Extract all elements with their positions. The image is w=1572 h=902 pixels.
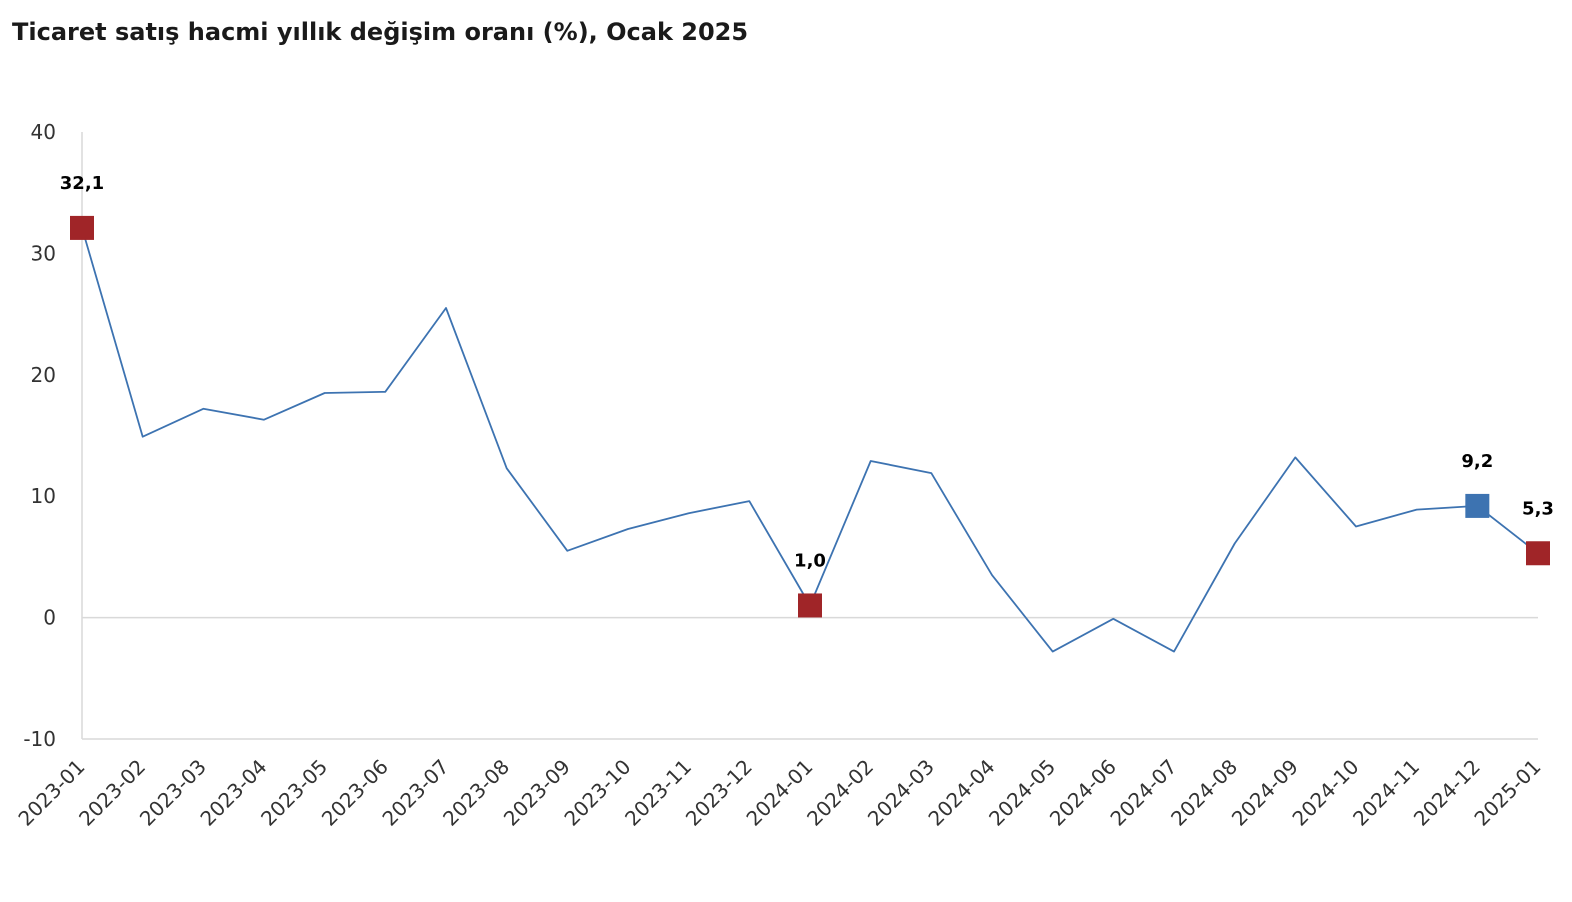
data-label: 5,3: [1522, 498, 1554, 519]
x-tick-label: 2024-11: [1348, 755, 1424, 831]
highlight-marker: [798, 593, 822, 618]
y-tick-label: 30: [31, 241, 56, 265]
data-label: 32,1: [60, 173, 104, 194]
x-tick-label: 2023-10: [559, 755, 635, 831]
x-tick-label: 2024-04: [923, 755, 999, 831]
series-line: [81, 227, 1539, 653]
chart-title: Ticaret satış hacmi yıllık değişim oranı…: [12, 18, 749, 46]
x-tick-label: 2023-05: [256, 755, 332, 831]
x-tick-label: 2023-12: [681, 755, 757, 831]
highlight-marker: [70, 215, 94, 240]
x-tick-label: 2023-04: [195, 755, 271, 831]
highlight-marker: [1526, 541, 1550, 566]
x-tick-label: 2023-09: [499, 755, 575, 831]
x-tick-label: 2023-08: [438, 755, 514, 831]
x-tick-label: 2023-06: [317, 755, 393, 831]
x-tick-label: 2025-01: [1469, 755, 1545, 831]
x-tick-label: 2023-02: [74, 755, 150, 831]
y-tick-label: 20: [31, 363, 56, 387]
x-tick-label: 2024-12: [1409, 755, 1485, 831]
x-tick-label: 2024-07: [1105, 755, 1181, 831]
data-label: 1,0: [794, 550, 826, 571]
x-tick-label: 2024-03: [863, 755, 939, 831]
y-tick-label: -10: [23, 727, 56, 751]
x-tick-label: 2024-02: [802, 755, 878, 831]
y-tick-label: 0: [43, 606, 56, 630]
y-tick-label: 10: [31, 484, 56, 508]
x-tick-label: 2023-11: [620, 755, 696, 831]
y-tick-label: 40: [31, 120, 56, 144]
x-tick-label: 2023-03: [135, 755, 211, 831]
x-tick-label: 2024-09: [1227, 755, 1303, 831]
x-tick-label: 2024-06: [1045, 755, 1121, 831]
x-tick-label: 2024-01: [741, 755, 817, 831]
x-tick-label: 2024-08: [1166, 755, 1242, 831]
highlight-marker: [1465, 493, 1490, 518]
x-tick-label: 2023-01: [13, 755, 89, 831]
data-label: 9,2: [1461, 451, 1493, 472]
x-tick-label: 2023-07: [377, 755, 453, 831]
x-tick-label: 2024-10: [1287, 755, 1363, 831]
x-tick-label: 2024-05: [984, 755, 1060, 831]
